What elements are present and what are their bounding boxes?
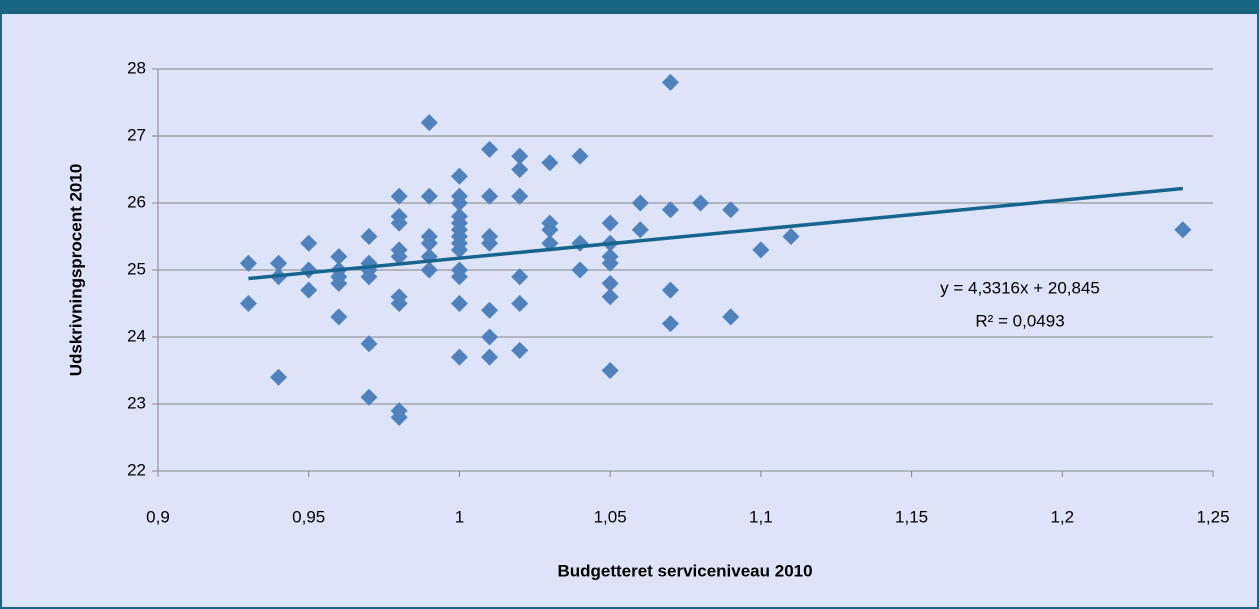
data-point	[601, 254, 619, 272]
data-point	[420, 234, 438, 252]
header-band	[0, 0, 1259, 14]
data-point	[481, 187, 499, 205]
data-point	[330, 274, 348, 292]
data-point	[270, 368, 288, 386]
data-point	[390, 248, 408, 266]
x-tick-label: 1,05	[594, 507, 627, 526]
data-point	[1174, 221, 1192, 239]
data-point	[661, 73, 679, 91]
data-point	[360, 388, 378, 406]
y-tick-label: 24	[127, 326, 146, 345]
data-point	[239, 254, 257, 272]
data-point	[601, 362, 619, 379]
data-point	[511, 187, 529, 205]
x-tick-label: 1,15	[895, 507, 928, 526]
data-point	[450, 194, 468, 212]
data-point	[300, 234, 318, 252]
y-tick-label: 26	[127, 192, 146, 211]
data-point	[390, 214, 408, 232]
data-point	[450, 268, 468, 286]
data-point	[661, 201, 679, 219]
x-tick-label: 1,2	[1050, 507, 1074, 526]
data-point	[360, 228, 378, 245]
data-point	[511, 161, 529, 178]
y-tick-label: 22	[127, 460, 146, 479]
data-point	[601, 214, 619, 232]
data-point	[330, 308, 348, 326]
x-tick-label: 0,95	[292, 507, 325, 526]
data-point	[450, 348, 468, 366]
r-squared: R² = 0,0493	[975, 311, 1064, 330]
y-tick-label: 23	[127, 393, 146, 412]
data-point	[511, 341, 529, 359]
data-point	[661, 315, 679, 333]
x-tick-label: 1,1	[749, 507, 773, 526]
data-point	[481, 328, 499, 346]
data-point	[390, 187, 408, 205]
data-point	[450, 167, 468, 185]
data-point	[300, 281, 318, 299]
data-point	[390, 408, 408, 426]
data-point	[752, 241, 770, 259]
data-point	[360, 268, 378, 286]
data-point	[541, 221, 559, 239]
data-point	[722, 201, 740, 219]
x-axis-label: Budgetteret serviceniveau 2010	[557, 561, 812, 580]
data-point	[631, 221, 649, 239]
data-point	[420, 114, 438, 132]
data-point	[661, 281, 679, 299]
data-point	[420, 261, 438, 279]
data-point	[270, 254, 288, 272]
y-axis-label: Udskrivningsprocent 2010	[66, 164, 85, 377]
data-point	[481, 348, 499, 366]
data-point	[571, 261, 589, 279]
y-tick-label: 25	[127, 259, 146, 278]
trend-equation: y = 4,3316x + 20,845	[940, 278, 1100, 297]
y-tick-label: 28	[127, 58, 146, 77]
data-point	[360, 335, 378, 353]
data-point	[450, 241, 468, 259]
data-point	[782, 228, 800, 245]
data-point	[541, 154, 559, 172]
y-tick-label: 27	[127, 125, 146, 144]
data-point	[511, 295, 529, 312]
data-point	[722, 308, 740, 326]
trend-line	[248, 186, 1184, 281]
data-point	[330, 248, 348, 266]
data-point	[481, 234, 499, 252]
data-point	[420, 187, 438, 205]
data-point	[511, 147, 529, 165]
data-point	[571, 147, 589, 165]
data-point	[390, 295, 408, 312]
data-point	[481, 140, 499, 158]
data-point	[692, 194, 710, 212]
data-point	[631, 194, 649, 212]
data-point	[239, 295, 257, 312]
data-point	[511, 268, 529, 286]
x-tick-label: 1,25	[1196, 507, 1229, 526]
data-point	[601, 288, 619, 306]
x-tick-label: 0,9	[146, 507, 170, 526]
x-tick-label: 1	[455, 507, 464, 526]
data-point	[450, 295, 468, 312]
data-point	[601, 274, 619, 292]
data-point	[481, 301, 499, 319]
